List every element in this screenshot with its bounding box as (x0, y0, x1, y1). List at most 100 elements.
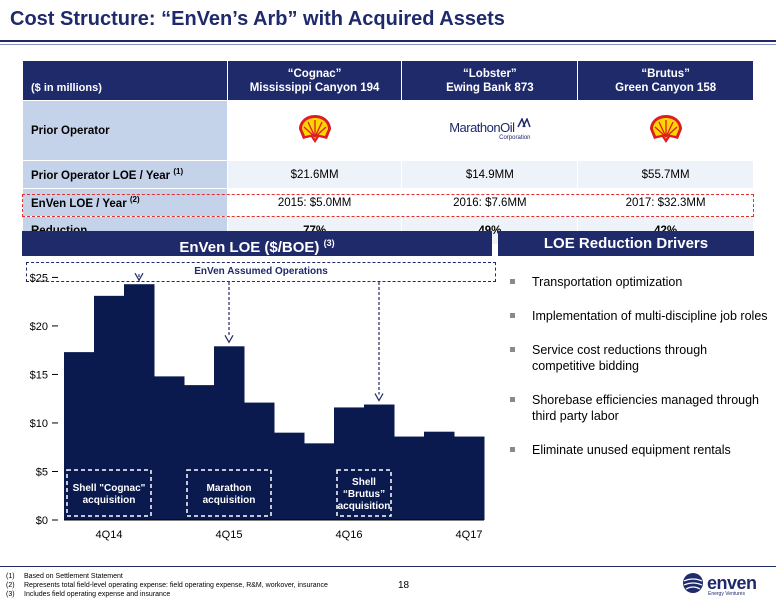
table-cell: 2015: $5.0MM (226, 188, 403, 217)
acquisition-box (66, 469, 152, 517)
footer-rule (0, 566, 776, 567)
table-cell: 2017: $32.3MM (577, 188, 754, 217)
y-tick-label: $0 (36, 515, 48, 527)
footnote-ref: (1) (173, 167, 184, 177)
table-unit-label: ($ in millions) (22, 60, 228, 101)
title-rule (0, 40, 776, 42)
x-tick-label: 4Q14 (96, 529, 123, 541)
acquisition-label: Shell "Cognac" (73, 483, 146, 494)
y-tick-label: $10 (30, 418, 48, 430)
table-cell: 2016: $7.6MM (401, 188, 579, 217)
bullet-icon (510, 313, 515, 318)
assumed-operations-banner: EnVen Assumed Operations (26, 262, 496, 282)
enven-logo: enven Energy Ventures (682, 572, 757, 597)
column-header-brutus: “Brutus” Green Canyon 158 (577, 60, 754, 101)
acquisition-box (336, 469, 392, 517)
driver-text: Transportation optimization (532, 275, 683, 289)
title-rule-thin (0, 44, 776, 45)
column-header-cognac: “Cognac” Mississippi Canyon 194 (226, 60, 403, 101)
bullet-icon (510, 447, 515, 452)
acquisition-label: acquisition (338, 501, 391, 512)
arrow-head (134, 272, 144, 282)
table-row: EnVen LOE / Year (2) 2015: $5.0MM 2016: … (22, 188, 754, 217)
footnote-text: Represents total field-level operating e… (24, 582, 328, 589)
driver-text: Service cost reductions through competit… (532, 343, 708, 373)
footnote-number: (2) (6, 582, 15, 589)
globe-icon (683, 573, 703, 593)
footnotes: (1) Based on Settlement Statement (2) Repr… (6, 572, 328, 599)
y-tick-label: $15 (30, 369, 48, 381)
list-item: Implementation of multi-discipline job r… (510, 308, 770, 324)
driver-text: Shorebase efficiencies managed through t… (532, 393, 760, 423)
drivers-list: Transportation optimization Implementati… (510, 274, 770, 476)
chart-section-header: EnVen LOE ($/BOE) (3) (22, 231, 492, 256)
table-cell: $21.6MM (226, 160, 403, 189)
list-item: Transportation optimization (510, 274, 770, 290)
shell-logo-cell (577, 100, 754, 161)
logo-word: enven (707, 572, 757, 593)
bar (154, 376, 185, 520)
footnote-number: (1) (6, 573, 15, 580)
bar (334, 407, 365, 520)
marathon-logo-cell: MarathonOil Corporation (401, 100, 579, 161)
column-location: Mississippi Canyon 194 (249, 81, 380, 94)
x-tick-label: 4Q17 (456, 529, 483, 541)
marathon-logo-word: MarathonOil (449, 119, 515, 135)
footnote-ref: (2) (129, 195, 140, 205)
row-label-enven-loe: EnVen LOE / Year (2) (22, 188, 228, 217)
bar (184, 385, 215, 520)
chart-header-title: EnVen LOE ($/BOE) (179, 239, 320, 256)
drivers-section-header: LOE Reduction Drivers (498, 231, 754, 256)
acquisition-label: Marathon (207, 483, 252, 494)
column-header-lobster: “Lobster” Ewing Bank 873 (401, 60, 579, 101)
row-label-prior-loe: Prior Operator LOE / Year (1) (22, 160, 228, 189)
acquisition-label: acquisition (83, 495, 136, 506)
acquisition-label: acquisition (203, 495, 256, 506)
bar (304, 443, 335, 520)
footnote-text: Based on Settlement Statement (24, 573, 123, 580)
bullet-icon (510, 347, 515, 352)
row-label-text: EnVen LOE / Year (31, 197, 127, 210)
acquisition-box (186, 469, 272, 517)
shell-logo (649, 115, 682, 143)
bar (94, 295, 125, 520)
list-item: Eliminate unused equipment rentals (510, 442, 770, 458)
column-location: Green Canyon 158 (615, 81, 717, 94)
bullet-icon (510, 279, 515, 284)
page-title: Cost Structure: “EnVen’s Arb” with Acqui… (10, 8, 505, 30)
marathon-logo-sub: Corporation (499, 134, 531, 141)
footnote: (3) Includes field operating expense and … (6, 590, 328, 599)
x-tick-label: 4Q16 (336, 529, 363, 541)
arrow-head (224, 335, 234, 344)
bar (424, 431, 455, 520)
marathon-oil-logo: MarathonOil Corporation (449, 118, 531, 141)
page-number: 18 (398, 580, 410, 591)
marathon-mark-icon (516, 118, 531, 128)
bar (214, 346, 245, 520)
table-row: Prior Operator MarathonOil Corporat (22, 100, 754, 161)
footnote: (1) Based on Settlement Statement (6, 572, 328, 581)
y-tick-label: $5 (36, 466, 48, 478)
y-tick-label: $20 (30, 321, 48, 333)
column-name: “Lobster” (463, 67, 517, 80)
table-cell: $14.9MM (401, 160, 579, 189)
row-label-text: Prior Operator LOE / Year (31, 169, 171, 182)
table-row: Prior Operator LOE / Year (1) $21.6MM $1… (22, 160, 754, 189)
footnote-ref: (3) (323, 238, 335, 248)
bar (454, 436, 485, 520)
arrow-head (374, 393, 384, 402)
footnote-number: (3) (6, 591, 15, 598)
logo-sub: Energy Ventures (708, 591, 745, 597)
bullet-icon (510, 397, 515, 402)
bar (364, 404, 395, 520)
footnote-text: Includes field operating expense and ins… (24, 591, 171, 598)
acquisition-label: “Brutus” (343, 489, 385, 500)
bar (64, 352, 95, 520)
bar (274, 432, 305, 520)
shell-logo-cell (226, 100, 403, 161)
column-name: “Brutus” (641, 67, 690, 80)
bar (244, 402, 275, 520)
shell-logo (298, 115, 331, 143)
x-tick-label: 4Q15 (216, 529, 243, 541)
bar (124, 284, 155, 520)
